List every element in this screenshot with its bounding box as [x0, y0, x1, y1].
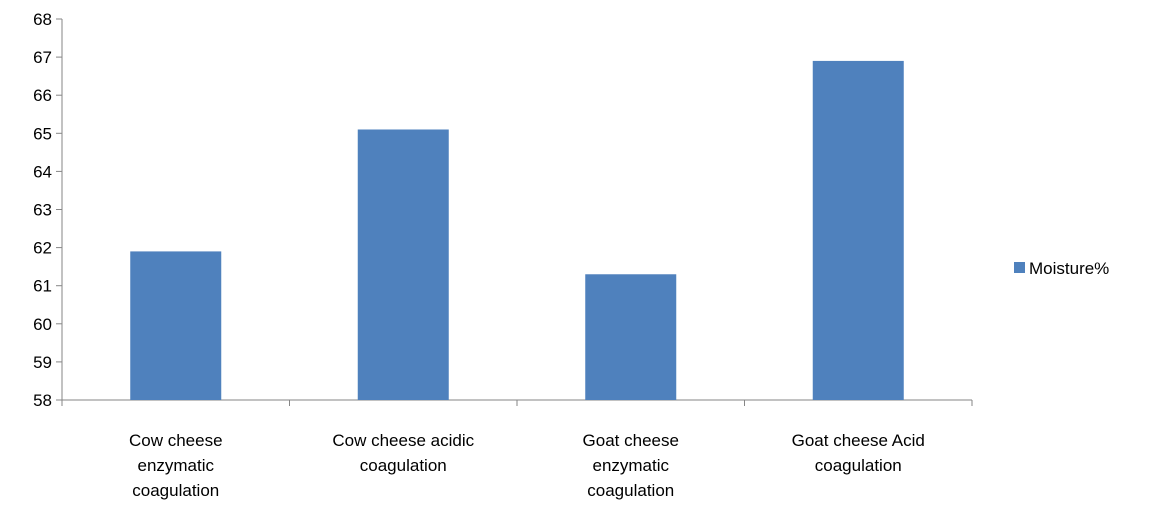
bars [130, 60, 904, 401]
legend-swatch [1014, 262, 1025, 273]
y-tick-label: 61 [33, 277, 52, 296]
y-tick-label: 65 [33, 124, 52, 143]
y-tick-label: 58 [33, 391, 52, 410]
y-tick-label: 68 [33, 10, 52, 29]
legend-item: Moisture% [1014, 259, 1109, 278]
legend-label: Moisture% [1029, 259, 1109, 278]
x-tick-label: Goat cheese Acid coagulation [792, 431, 925, 475]
bar [585, 274, 677, 400]
y-tick-label: 64 [33, 162, 52, 181]
y-tick-label: 62 [33, 239, 52, 258]
legend: Moisture% [1014, 259, 1109, 278]
x-tick-label: Cow cheese acidic coagulation [332, 431, 474, 475]
x-axis: Cow cheese enzymatic coagulation Cow cheese… [61, 399, 973, 500]
y-tick-label: 59 [33, 353, 52, 372]
y-axis: 58 59 60 61 62 63 64 65 66 67 68 [33, 10, 63, 410]
bar [130, 251, 222, 400]
bar [812, 60, 904, 400]
y-tick-label: 60 [33, 315, 52, 334]
y-tick-label: 66 [33, 86, 52, 105]
x-tick-label: Cow cheese enzymatic coagulation [129, 431, 223, 500]
y-tick-label: 63 [33, 201, 52, 220]
bar [357, 129, 449, 401]
x-tick-label: Goat cheese enzymatic coagulation [583, 431, 679, 500]
y-tick-label: 67 [33, 48, 52, 67]
